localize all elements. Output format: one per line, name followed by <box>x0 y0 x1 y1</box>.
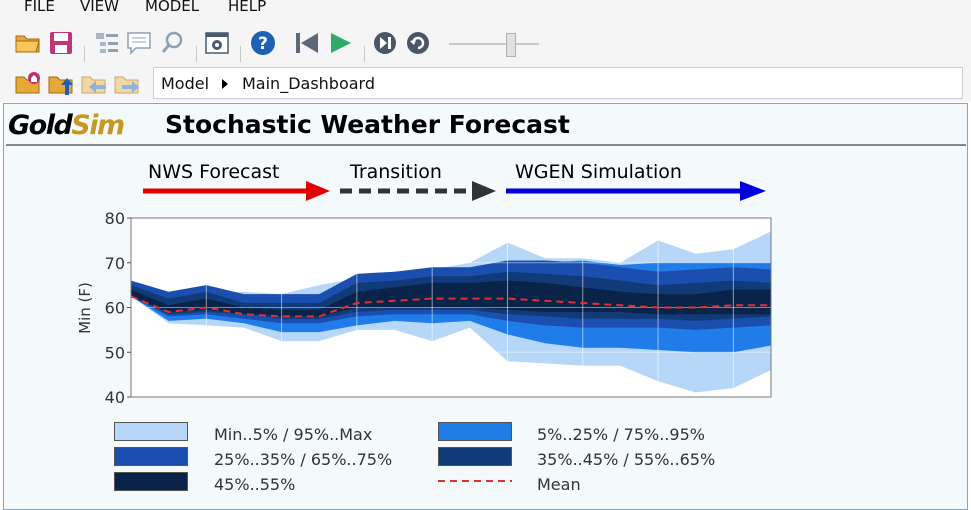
toolbar-separator <box>196 46 197 74</box>
nws-arrowhead-icon <box>306 181 330 201</box>
goldsim-logo: GoldSim <box>8 110 125 140</box>
search-icon[interactable] <box>160 30 186 56</box>
menu-model[interactable]: MODEL <box>145 0 200 15</box>
go-home-icon[interactable] <box>14 69 42 97</box>
y-tick-label: 50 <box>105 343 125 362</box>
save-icon[interactable] <box>48 30 74 56</box>
menu-help[interactable]: HELP <box>228 0 267 15</box>
svg-text:GoldSim: GoldSim <box>8 110 124 140</box>
transition-arrowhead-icon <box>472 181 496 201</box>
chevron-right-icon <box>222 79 228 89</box>
run-icon[interactable] <box>328 31 354 55</box>
slider[interactable] <box>449 33 539 57</box>
y-tick-label: 60 <box>105 299 125 318</box>
open-folder-icon[interactable] <box>14 30 42 54</box>
toolbar-separator <box>364 46 365 74</box>
mean-line <box>130 295 771 318</box>
legend-label-35-45: 35%..45% / 55%..65% <box>537 450 716 469</box>
menu-file[interactable]: FILE <box>24 0 55 15</box>
wgen-arrowhead-icon <box>740 181 766 201</box>
help-icon[interactable]: ? <box>249 29 277 57</box>
slider-handle[interactable] <box>506 33 516 57</box>
reset-icon[interactable] <box>294 31 320 55</box>
legend-swatch-35-45 <box>438 447 512 466</box>
legend-label-5-25: 5%..25% / 75%..95% <box>537 425 705 444</box>
breadcrumb: Model Main_Dashboard <box>153 67 963 99</box>
step-icon[interactable] <box>372 30 398 56</box>
y-axis-label: Min (F) <box>76 282 94 334</box>
legend-swatch-25-35 <box>114 447 188 466</box>
toolbar-separator <box>84 46 85 74</box>
back-icon[interactable] <box>80 69 108 97</box>
y-tick-label: 70 <box>105 254 125 273</box>
logo-sim: Sim <box>71 110 124 140</box>
divider <box>6 144 966 146</box>
phase-arrows <box>143 181 766 201</box>
legend-label-45-55: 45%..55% <box>214 475 296 494</box>
menu-view[interactable]: VIEW <box>80 0 119 15</box>
slider-track <box>449 43 539 45</box>
breadcrumb-current[interactable]: Main_Dashboard <box>242 74 375 93</box>
notes-icon[interactable] <box>126 30 152 56</box>
legend-swatch-outer <box>114 422 188 441</box>
toolbar-separator <box>240 46 241 74</box>
toolbar: ? <box>0 18 971 74</box>
logo-gold: Gold <box>8 110 73 140</box>
legend-label-25-35: 25%..35% / 65%..75% <box>214 450 393 469</box>
browser-icon[interactable] <box>94 30 120 56</box>
phase-label-wgen: WGEN Simulation <box>515 161 682 183</box>
legend-swatch-45-55 <box>114 472 188 491</box>
phase-label-nws: NWS Forecast <box>148 161 280 183</box>
pause-icon[interactable] <box>405 30 431 56</box>
legend-label-outer: Min..5% / 95%..Max <box>214 425 373 444</box>
y-tick-label: 40 <box>105 388 125 407</box>
svg-text:?: ? <box>258 34 268 54</box>
y-tick-label: 80 <box>105 209 125 228</box>
menu-bar: FILE VIEW MODEL HELP <box>0 0 971 18</box>
breadcrumb-root[interactable]: Model <box>161 74 210 93</box>
options-icon[interactable] <box>204 30 230 56</box>
page-title: Stochastic Weather Forecast <box>165 110 570 139</box>
phase-label-transition: Transition <box>350 161 442 183</box>
legend-swatch-5-25 <box>438 422 512 441</box>
folder-up-icon[interactable] <box>47 69 75 97</box>
forward-icon[interactable] <box>113 69 141 97</box>
legend-label-mean: Mean <box>537 475 581 494</box>
legend-swatch-mean <box>438 480 512 482</box>
